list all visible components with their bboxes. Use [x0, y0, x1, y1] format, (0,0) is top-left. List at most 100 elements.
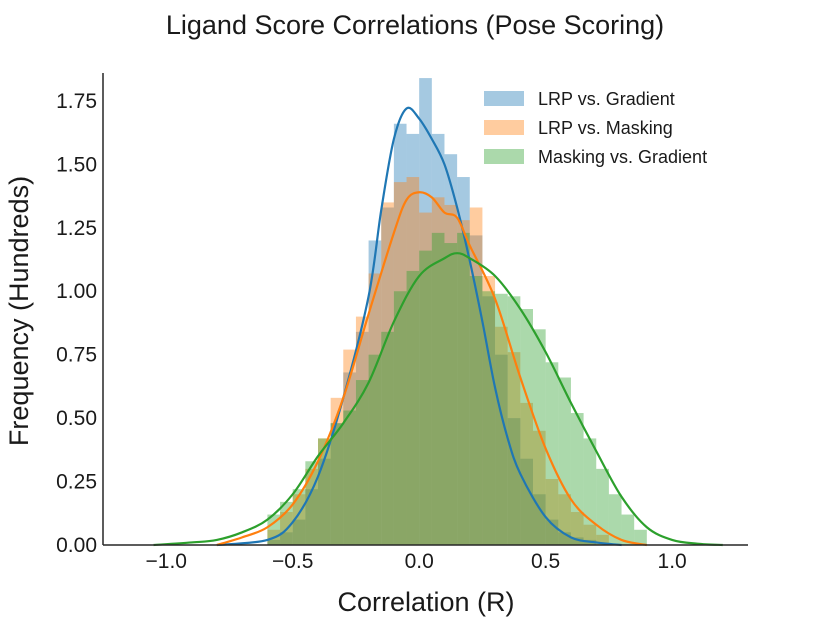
- histogram-bar: [533, 329, 546, 545]
- histogram-bar: [469, 207, 483, 546]
- histogram-bar: [305, 468, 318, 545]
- histogram-bar: [355, 316, 369, 545]
- histogram-bar: [457, 177, 470, 546]
- histogram-bar: [583, 524, 597, 545]
- x-tick-label: −0.5: [272, 550, 313, 573]
- y-tick-label: 0.00: [56, 534, 97, 557]
- legend-item: Masking vs. Gradient: [484, 147, 707, 167]
- legend-swatch: [484, 91, 524, 106]
- histogram-bar: [457, 220, 470, 545]
- histogram-bar: [621, 514, 635, 545]
- histogram-bar: [634, 529, 647, 545]
- histogram-bar: [533, 494, 546, 545]
- chart-title: Ligand Score Correlations (Pose Scoring): [166, 10, 664, 40]
- histogram-bar: [431, 133, 445, 545]
- histogram-bar: [545, 362, 559, 545]
- y-ticks: 0.00 0.25 0.50 0.75 1.00 1.25 1.50 1.75: [56, 90, 97, 557]
- histogram-bar: [393, 123, 407, 545]
- histogram-bar: [431, 232, 445, 545]
- histogram-bar: [495, 326, 508, 545]
- y-tick-label: 1.75: [56, 90, 97, 113]
- histogram-bar: [381, 331, 394, 545]
- y-tick-label: 0.50: [56, 407, 97, 430]
- histogram-bar: [406, 133, 420, 545]
- x-tick-label: 0.0: [405, 550, 434, 573]
- histogram-bar: [596, 534, 609, 545]
- histogram-bar: [368, 240, 382, 546]
- histogram-bar: [507, 296, 521, 545]
- histogram-bar: [406, 270, 420, 545]
- legend-label: Masking vs. Gradient: [538, 147, 707, 167]
- histogram-bar: [343, 372, 356, 545]
- histogram-bar: [444, 204, 458, 545]
- histogram-bar: [570, 537, 584, 545]
- histogram-bar: [318, 458, 331, 545]
- histogram-bar: [570, 512, 584, 545]
- histogram-bar: [318, 438, 331, 545]
- y-tick-label: 1.25: [56, 217, 97, 240]
- histogram-bar: [406, 177, 420, 546]
- y-tick-label: 1.50: [56, 153, 97, 176]
- histogram-bar: [393, 182, 407, 545]
- x-tick-label: −1.0: [146, 550, 187, 573]
- histogram-bar: [355, 380, 369, 545]
- histogram-bar: [583, 438, 597, 545]
- y-axis-title: Frequency (Hundreds): [4, 176, 34, 446]
- legend-swatch: [484, 149, 524, 164]
- kde-line-series-2: [216, 191, 648, 547]
- histogram-bar: [267, 539, 281, 545]
- histogram-bar: [444, 243, 458, 545]
- legend-swatch: [484, 120, 524, 135]
- histogram-bar: [558, 377, 571, 545]
- x-tick-label: 0.5: [531, 550, 560, 573]
- histogram-bars: [267, 78, 647, 546]
- histogram-bar: [608, 494, 622, 545]
- legend-label: LRP vs. Gradient: [538, 89, 675, 109]
- histogram-bar: [368, 354, 382, 545]
- histogram-bar: [280, 501, 293, 545]
- histogram-bar: [482, 296, 496, 545]
- histogram-bar: [419, 250, 432, 545]
- histogram-bar: [343, 349, 356, 545]
- legend: LRP vs. Gradient LRP vs. Masking Masking v…: [484, 89, 707, 167]
- bars-series-1: [267, 78, 597, 546]
- histogram-bar: [305, 489, 318, 545]
- histogram-bar: [330, 423, 344, 545]
- histogram-bar: [393, 291, 407, 545]
- histogram-bar: [444, 154, 458, 545]
- histogram-bar: [457, 232, 470, 545]
- histogram-bar: [280, 532, 293, 545]
- histogram-bar: [533, 430, 546, 545]
- x-axis-title: Correlation (R): [337, 587, 514, 617]
- histogram-bar: [381, 207, 394, 546]
- histogram-bar: [469, 276, 483, 545]
- histogram-bar: [431, 197, 445, 545]
- x-ticks: −1.0 −0.5 0.0 0.5 1.0: [146, 550, 687, 573]
- histogram-bar: [381, 202, 394, 546]
- histogram-bar: [570, 413, 584, 545]
- kde-curves: [153, 106, 723, 547]
- x-tick-label: 1.0: [658, 550, 687, 573]
- histogram-bar: [368, 273, 382, 545]
- histogram-bar: [355, 331, 369, 545]
- histogram-bar: [469, 235, 483, 545]
- legend-label: LRP vs. Masking: [538, 118, 673, 138]
- histogram-bar: [520, 309, 533, 545]
- legend-item: LRP vs. Gradient: [484, 89, 675, 109]
- histogram-bar: [318, 438, 331, 545]
- histogram-bar: [507, 352, 521, 545]
- histogram-bar: [482, 291, 496, 545]
- histogram-bar: [520, 402, 533, 545]
- histogram-bar: [292, 519, 306, 545]
- y-tick-label: 1.00: [56, 280, 97, 303]
- legend-item: LRP vs. Masking: [484, 118, 673, 138]
- bars-series-3: [267, 232, 647, 545]
- y-tick-label: 0.75: [56, 344, 97, 367]
- histogram-bar: [292, 489, 306, 545]
- histogram-bar: [330, 423, 344, 545]
- y-tick-label: 0.25: [56, 471, 97, 494]
- kde-line-series-3: [153, 252, 723, 547]
- histogram-bar: [419, 212, 432, 545]
- axes: [102, 73, 748, 546]
